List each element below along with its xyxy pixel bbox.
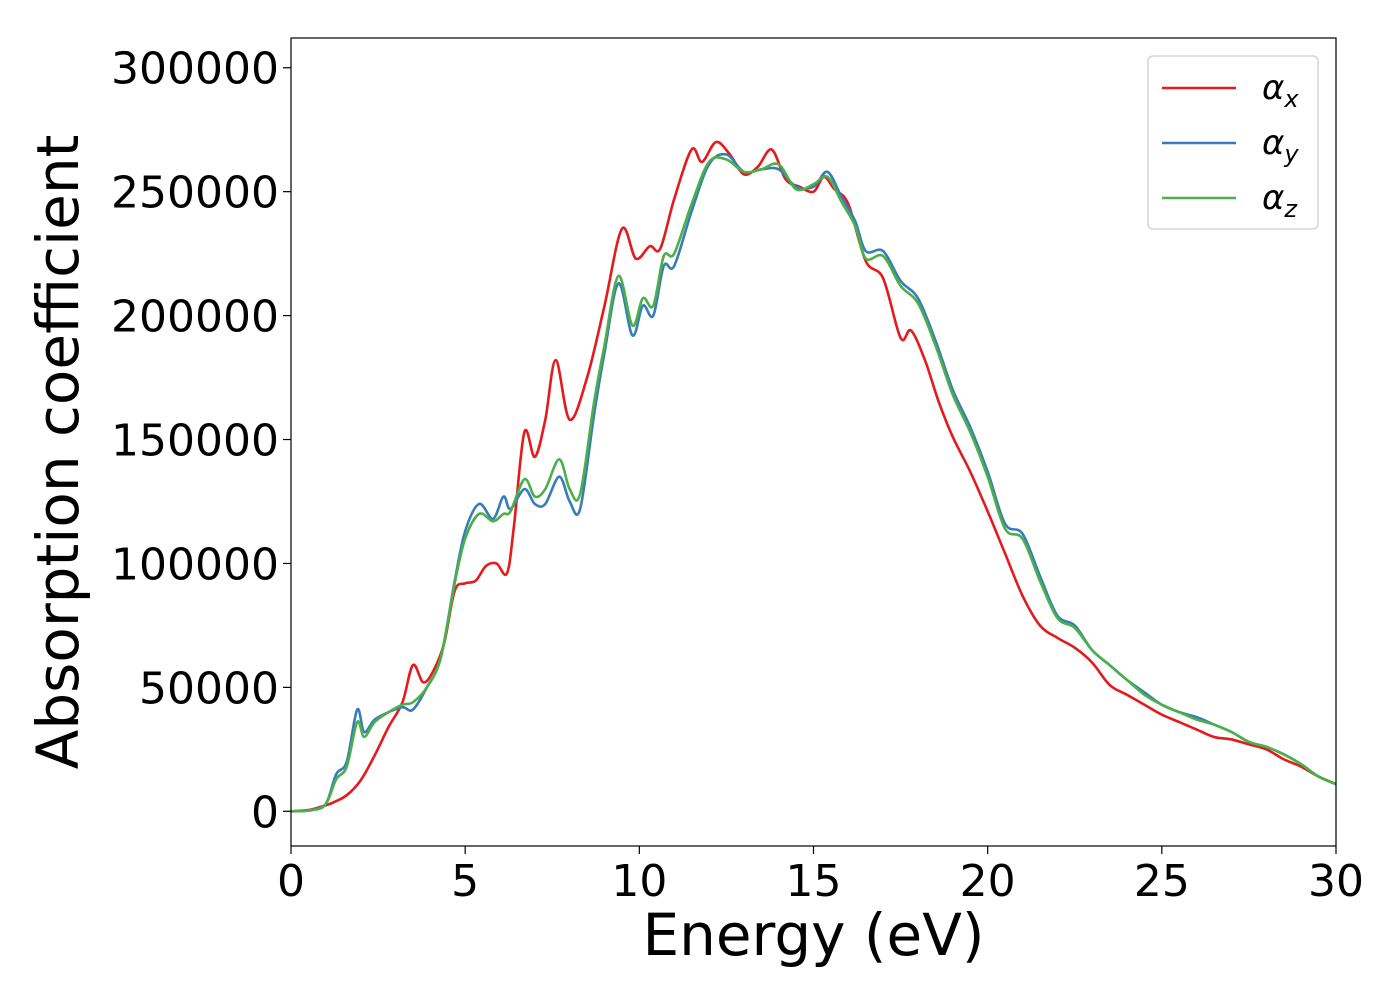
- legend-label-y: αy: [1262, 123, 1299, 168]
- x-axis: 0 5 10 15 20 25 30: [277, 846, 1364, 907]
- x-tick-label: 10: [611, 856, 667, 907]
- y-tick-label: 300000: [111, 44, 279, 95]
- y-tick-label: 150000: [111, 416, 279, 467]
- x-tick-label: 30: [1308, 856, 1364, 907]
- x-tick-label: 5: [451, 856, 479, 907]
- x-tick-label: 0: [277, 856, 305, 907]
- x-tick-label: 15: [786, 856, 842, 907]
- series-layer: [291, 140, 1336, 813]
- y-tick-label: 100000: [111, 539, 279, 590]
- y-tick-label: 250000: [111, 168, 279, 219]
- legend: αx αy αz: [1147, 55, 1319, 230]
- y-axis-label: Absorption coefficient: [24, 135, 92, 770]
- series-line-z: [291, 155, 1336, 813]
- y-tick-label: 50000: [139, 663, 279, 714]
- y-tick-label: 0: [251, 787, 279, 838]
- legend-label-z: αz: [1262, 178, 1298, 223]
- x-axis-label: Energy (eV): [642, 901, 984, 969]
- x-tick-label: 20: [960, 856, 1016, 907]
- y-axis: 0 50000 100000 150000 200000 250000 300000: [111, 44, 291, 838]
- x-tick-label: 25: [1134, 856, 1190, 907]
- legend-label-x: αx: [1262, 68, 1299, 113]
- y-tick-label: 200000: [111, 292, 279, 343]
